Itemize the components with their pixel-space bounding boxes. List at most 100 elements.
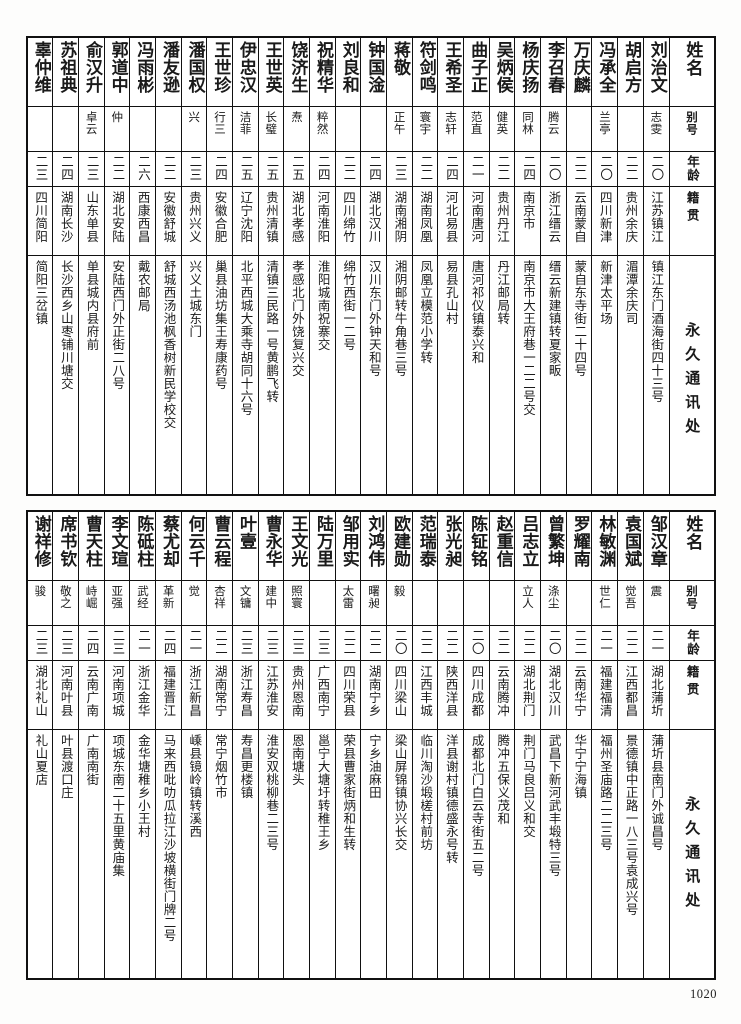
cell-native_place: 安徽舒城	[155, 186, 182, 256]
cell-text: 湖北礼山	[33, 665, 49, 717]
cell-name: 叶壹	[232, 510, 259, 581]
cell-text: 凤凰立模范小学转	[418, 260, 434, 364]
cell-address: 南京市大王府巷一二二号交	[514, 255, 542, 496]
cell-text: 何云千	[184, 515, 205, 568]
cell-address: 缙云新建镇转夏家畈	[540, 255, 567, 496]
cell-address: 易县孔山村	[437, 255, 465, 496]
cell-text: 舒城西汤池枫香树新民学校交	[161, 260, 177, 429]
cell-name: 谢祥修	[26, 510, 54, 581]
cell-text: 杏祥	[212, 585, 227, 609]
cell-native_place: 湖北汉川	[360, 186, 388, 256]
cell-text: 二二	[521, 629, 537, 655]
cell-text: 景德镇中正路一八三号袁成兴号	[623, 734, 639, 916]
cell-native_place: 山东单县	[78, 186, 105, 256]
cell-age: 二四	[514, 151, 542, 187]
cell-text: 钟国淦	[364, 41, 385, 94]
cell-text: 二三	[110, 629, 126, 655]
roster-row-address: 永久通讯处 镇江东门酒海街四十三号 湄潭余庆司 新津太平场 蒙自东寺街二十四号 缙云新建镇…	[26, 255, 716, 496]
cell-native_place: 浙江新昌	[180, 660, 208, 730]
cell-text: 邹用实	[338, 515, 359, 568]
cell-text: 唐河祁仪镇泰兴和	[469, 260, 485, 364]
cell-text: 二三	[33, 155, 49, 181]
cell-text: 贵州余庆	[623, 191, 639, 243]
cell-name: 欧建勋	[386, 510, 413, 581]
roster-table-top: 姓名 刘治文 胡启方 冯承全 万庆麟 李召春 杨庆扬 吴炳侯 曲子正 王希圣 符剑鸣 蒋敬 钟国淦 刘良和…	[26, 36, 716, 496]
cell-address: 常宁烟竹市	[206, 729, 234, 980]
cell-age: 二六	[129, 151, 157, 187]
cell-text: 二六	[135, 155, 151, 181]
cell-native_place: 湖北孝感	[283, 186, 311, 256]
cell-text: 贵州恩南	[289, 665, 305, 717]
cell-age: 二二	[617, 151, 644, 187]
cell-text: 伊忠汉	[236, 41, 257, 94]
column-header-label: 永久通讯处	[683, 796, 702, 916]
cell-text: 梁山屏锦镇协兴长交	[392, 734, 408, 851]
cell-text: 罗耀南	[569, 515, 590, 568]
cell-text: 健英	[495, 111, 510, 135]
cell-alias: 焘	[283, 106, 311, 152]
cell-age: 二二	[617, 625, 644, 661]
cell-text: 四川荣县	[340, 665, 356, 717]
roster-row-name: 姓名 邹汉章 袁国斌 林敏渊 罗耀南 曾繁坤 吕志立 赵重信 陈钲铭 张光昶 范瑞泰 欧建勋 刘鸿伟 邹用…	[26, 510, 716, 581]
cell-name: 王世珍	[206, 36, 234, 107]
cell-text: 江西丰城	[418, 665, 433, 717]
cell-native_place: 南京市	[514, 186, 542, 256]
cell-text: 华宁宁海镇	[572, 734, 588, 799]
cell-name: 吕志立	[514, 510, 542, 581]
cell-name: 祝精华	[309, 36, 336, 107]
cell-text: 二〇	[649, 155, 665, 181]
cell-alias: 震	[642, 580, 670, 626]
cell-native_place: 四川新津	[591, 186, 619, 256]
cell-text: 俞汉升	[81, 41, 102, 94]
cell-text: 刘鸿伟	[364, 515, 385, 568]
cell-age: 二四	[78, 625, 105, 661]
cell-native_place: 广西南宁	[309, 660, 336, 730]
roster-row-native_place: 籍贯 江苏镇江 贵州余庆 四川新津 云南蒙自 浙江缙云 南京市 贵州丹江 河南唐河 河北易县 湖南凤…	[26, 186, 716, 256]
cell-alias: 骏	[26, 580, 54, 626]
cell-native_place: 福建晋江	[155, 660, 182, 730]
cell-address: 景德镇中正路一八三号袁成兴号	[617, 729, 644, 980]
cell-age: 二二	[488, 151, 516, 187]
cell-text: 李文瑄	[107, 515, 128, 568]
cell-text: 四川简阳	[33, 191, 49, 243]
cell-text: 潘国权	[184, 41, 205, 94]
cell-text: 四川绵竹	[340, 191, 356, 243]
cell-text: 王文光	[287, 515, 308, 568]
cell-age: 二四	[360, 151, 388, 187]
cell-alias: 卓云	[78, 106, 105, 152]
cell-native_place: 江西都昌	[617, 660, 644, 730]
cell-alias: 立人	[514, 580, 542, 626]
cell-native_place: 湖南长沙	[52, 186, 80, 256]
cell-text: 福建福清	[597, 665, 613, 717]
cell-text: 宁乡油麻田	[366, 734, 382, 799]
cell-native_place: 湖北安陆	[103, 186, 131, 256]
cell-address: 邕宁大塘圩转稚王乡	[309, 729, 336, 980]
cell-alias: 兴	[180, 106, 208, 152]
cell-alias: 仲	[103, 106, 131, 152]
cell-text: 二〇	[598, 155, 614, 181]
cell-text: 二二	[444, 629, 460, 655]
column-header-label: 籍贯	[684, 191, 700, 226]
cell-alias	[26, 106, 54, 152]
cell-name: 王文光	[283, 510, 311, 581]
cell-alias: 正午	[386, 106, 413, 152]
cell-age: 二三	[180, 151, 208, 187]
cell-age: 二二	[565, 151, 593, 187]
cell-alias	[463, 580, 490, 626]
cell-alias: 建中	[257, 580, 285, 626]
cell-text: 二四	[444, 155, 460, 181]
cell-text: 河南淮阳	[315, 191, 331, 243]
cell-address: 北平西城大乘寺胡同十六号	[232, 255, 259, 496]
column-header-label: 年龄	[685, 155, 700, 182]
column-header-age: 年龄	[668, 151, 716, 187]
cell-text: 李召春	[544, 41, 565, 94]
cell-text: 二二	[341, 155, 357, 181]
cell-alias: 觉吾	[617, 580, 644, 626]
cell-text: 二二	[572, 155, 588, 181]
cell-text: 二二	[495, 629, 511, 655]
cell-text: 二一	[187, 629, 203, 655]
cell-name: 何云千	[180, 510, 208, 581]
cell-text: 林敏渊	[595, 515, 616, 568]
cell-text: 腾冲五保义茂和	[495, 734, 511, 825]
cell-age: 二三	[26, 625, 54, 661]
